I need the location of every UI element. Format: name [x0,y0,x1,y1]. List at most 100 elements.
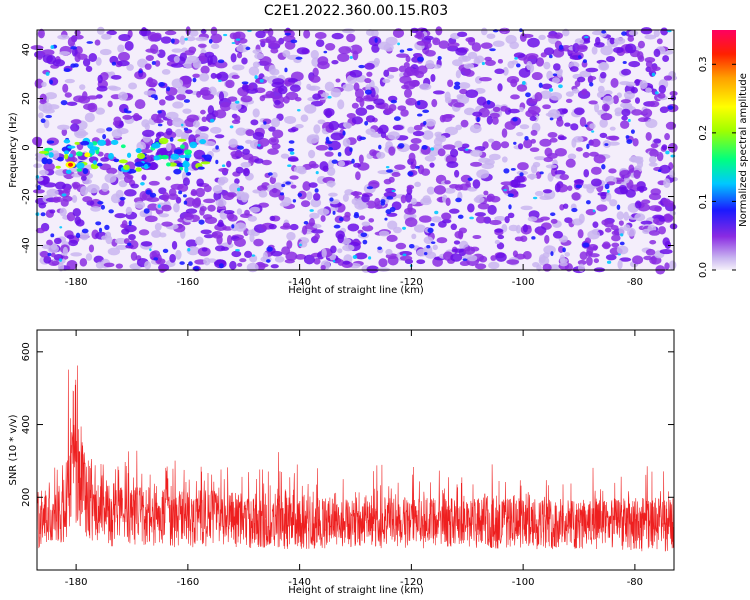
heatmap-cell [495,252,507,262]
heatmap-cell [223,33,228,37]
heatmap-cell [514,57,518,60]
heatmap-cell [218,91,225,102]
heatmap-cell [232,64,245,71]
heatmap-cell [297,192,303,197]
heatmap-cell [627,118,631,123]
heatmap-cell [203,154,213,162]
heatmap-cell [481,162,495,170]
x-tick-label: -160 [177,577,200,588]
heatmap-cell [497,234,505,240]
heatmap-cell [236,52,243,59]
heatmap-cell [95,57,102,66]
heatmap-cell [211,231,223,239]
heatmap-cell [155,132,162,139]
heatmap-cell [660,27,669,36]
heatmap-cell [488,138,495,143]
heatmap-cell [59,207,67,217]
heatmap-cell [158,137,169,145]
heatmap-cell [463,63,475,69]
heatmap-cell [407,171,414,177]
heatmap-cell [507,212,515,219]
colorbar-gradient [712,30,736,270]
heatmap-cell [595,36,601,46]
heatmap-cell [85,253,93,261]
heatmap-cell [33,163,43,169]
heatmap-cell [179,261,185,265]
heatmap-cell [643,255,653,261]
heatmap-cell [408,243,415,249]
heatmap-cell [416,40,428,46]
heatmap-cell [141,174,147,181]
heatmap-cell [134,201,146,209]
heatmap-cell [119,196,126,201]
heatmap-cell [106,127,113,132]
heatmap-frame [36,29,675,271]
heatmap-cell [496,242,505,250]
heatmap-cell [516,84,528,92]
heatmap-cell [170,153,180,160]
heatmap-cell [503,168,510,174]
heatmap-cell [417,56,424,62]
heatmap-cell [342,138,351,148]
heatmap-cell [465,89,479,99]
heatmap-cell [267,148,279,155]
heatmap-cell [362,239,368,245]
heatmap-cell [255,30,266,39]
heatmap-cell [287,78,298,83]
heatmap-cell [547,109,561,119]
heatmap-cell [573,107,585,116]
heatmap-cell [630,155,637,163]
heatmap-cell [504,215,510,224]
heatmap-cell [530,129,538,136]
heatmap-cell [68,239,79,247]
heatmap-cell [308,149,316,159]
heatmap-cell [143,163,149,170]
heatmap-cell [515,224,521,234]
heatmap-cell [295,254,307,260]
heatmap-cell [329,197,334,202]
colorbar-tick-label: 0.2 [698,125,709,141]
heatmap-cell [416,113,423,117]
heatmap-cell [303,220,309,225]
heatmap-cell [582,242,590,248]
heatmap-cell [376,151,386,159]
heatmap-cell [510,168,516,171]
heatmap-cell [342,83,355,92]
heatmap-cell [64,153,69,160]
heatmap-cell [217,59,225,64]
heatmap-cell [76,162,85,169]
heatmap-cell [61,193,67,197]
heatmap-cell [199,138,207,145]
heatmap-cell [456,94,464,100]
heatmap-cell [390,99,397,104]
heatmap-cell [82,196,93,203]
heatmap-cell [67,37,76,47]
heatmap-cell [423,251,428,256]
heatmap-cell [108,209,114,214]
heatmap-cell [315,144,329,151]
heatmap-cell [320,214,326,222]
heatmap-cell [79,230,90,241]
heatmap-cell [246,262,259,273]
heatmap-cell [605,192,612,202]
heatmap-cell [645,248,656,256]
heatmap-cell [550,212,556,217]
heatmap-cell [393,116,401,121]
heatmap-cell [550,218,558,224]
heatmap-cell [43,182,57,188]
heatmap-cell [430,223,435,227]
heatmap-cell [476,169,490,179]
heatmap-cell [43,162,55,171]
heatmap-cell [68,162,74,167]
heatmap-cell [65,156,78,163]
heatmap-cell [529,116,537,122]
colorbar: 0.0 0.1 0.2 0.3 Normalized spectral amplitu… [698,30,749,278]
heatmap-cell [365,115,376,123]
heatmap-cell [186,55,200,64]
heatmap-cell [351,102,359,109]
heatmap-cell [521,80,526,85]
heatmap-cell [46,188,59,197]
heatmap-cell [342,130,346,136]
heatmap-cell [272,78,285,85]
heatmap-cell [59,226,63,229]
